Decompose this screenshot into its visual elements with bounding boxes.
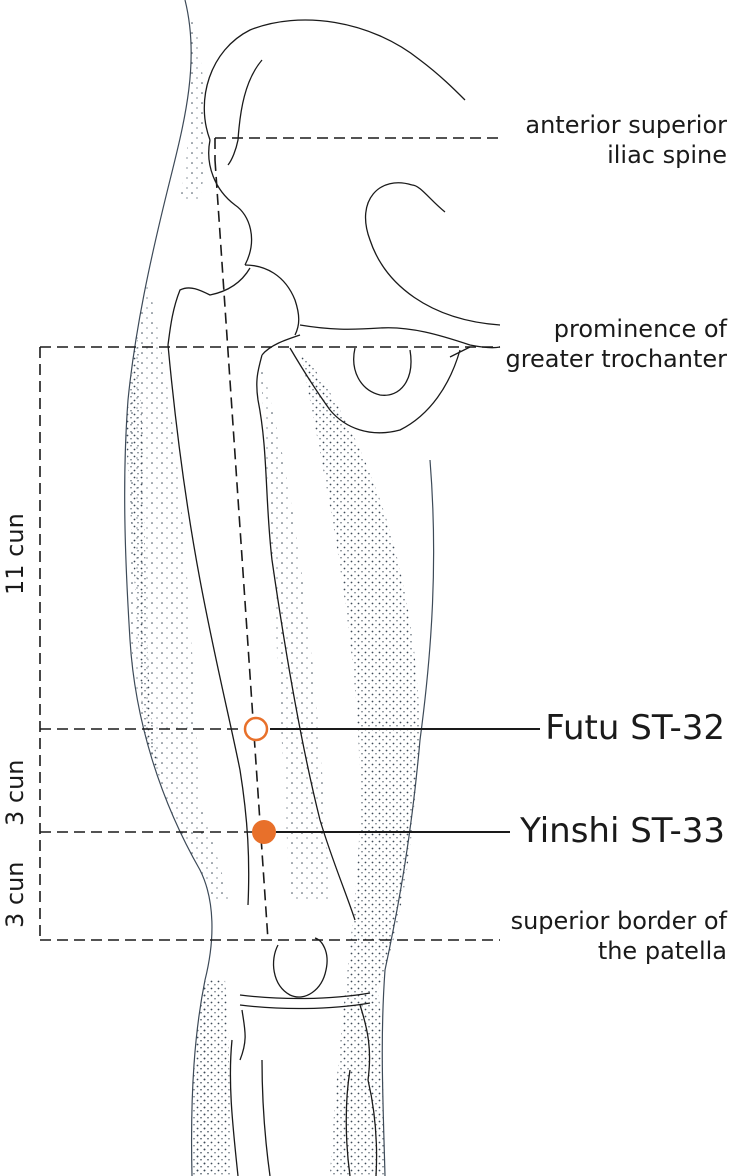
futu-point-marker xyxy=(243,716,269,742)
trochanter-label: prominence of greater trochanter xyxy=(505,314,727,374)
stipple-shading xyxy=(124,0,420,1176)
trochanter-label-line1: prominence of xyxy=(553,315,727,343)
yinshi-label: Yinshi ST-33 xyxy=(520,811,725,851)
asis-label-line2: iliac spine xyxy=(607,141,727,169)
measure-3-cun-lower: 3 cun xyxy=(1,861,29,928)
yinshi-point-marker xyxy=(252,820,276,844)
measure-11-cun: 11 cun xyxy=(1,513,29,595)
leader-lines xyxy=(270,728,540,833)
patella-label-line1: superior border of xyxy=(510,907,727,935)
leg-outline xyxy=(124,0,435,1176)
bone-line-art xyxy=(167,19,501,1176)
asis-label: anterior superior iliac spine xyxy=(525,110,727,170)
patella-label-line2: the patella xyxy=(597,937,727,965)
patella-label: superior border of the patella xyxy=(511,906,727,966)
futu-label: Futu ST-32 xyxy=(545,708,725,748)
asis-to-patella-line xyxy=(214,159,269,941)
trochanter-label-line2: greater trochanter xyxy=(505,345,727,373)
measure-3-cun-upper: 3 cun xyxy=(1,759,29,826)
asis-label-line1: anterior superior xyxy=(525,111,727,139)
reference-lines xyxy=(39,137,500,941)
